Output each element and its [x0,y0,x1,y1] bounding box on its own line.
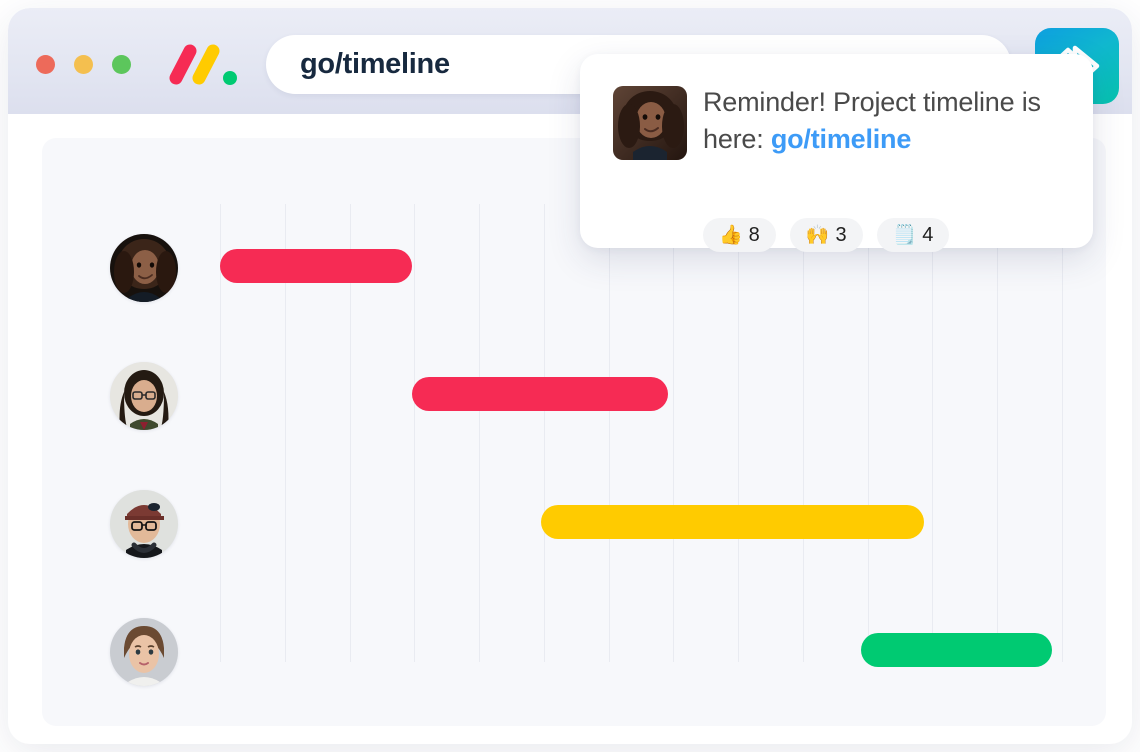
reaction-list: 👍 8 🙌 3 🗒️ 4 [703,218,950,252]
monday-logo-icon[interactable] [168,42,242,86]
grid-line-11 [868,204,869,662]
gantt-row [42,588,1106,716]
notification-message-text: Reminder! Project timeline is here: [703,87,1041,155]
reaction-thumbs-up[interactable]: 👍 8 [703,218,776,252]
grid-line-1 [220,204,221,662]
grid-line-3 [350,204,351,662]
gantt-row [42,460,1106,588]
grid-line-9 [738,204,739,662]
raised-hands-icon: 🙌 [805,223,830,246]
avatar-woman-glasses[interactable] [110,362,178,430]
reaction-count: 8 [748,223,760,246]
gantt-bar-yellow[interactable] [541,505,924,539]
close-window-button[interactable] [36,55,55,74]
grid-line-4 [414,204,415,662]
notification-body: Reminder! Project timeline is here: go/t… [703,84,1073,159]
notification-message: Reminder! Project timeline is here: go/t… [703,84,1073,159]
url-input[interactable]: go/timeline [300,48,450,80]
browser-window: go/timeline [8,8,1132,744]
spiral-notepad-icon: 🗒️ [892,223,917,246]
grid-line-12 [932,204,933,662]
notification-link[interactable]: go/timeline [770,124,912,155]
gantt-bar-red[interactable] [412,377,668,411]
grid-line-5 [479,204,480,662]
gantt-bar-red[interactable] [220,249,412,283]
avatar-woman-portrait[interactable] [110,618,178,686]
avatar-woman-curly[interactable] [110,234,178,302]
thumbs-up-icon: 👍 [719,223,743,246]
gantt-row [42,204,1106,332]
gantt-bar-green[interactable] [861,633,1052,667]
grid-line-13 [997,204,998,662]
reaction-count: 3 [835,223,847,246]
maximize-window-button[interactable] [112,55,131,74]
grid-line-8 [673,204,674,662]
reaction-count: 4 [922,223,934,246]
gantt-grid [42,138,1106,726]
grid-line-6 [544,204,545,662]
grid-line-7 [609,204,610,662]
reaction-raised-hands[interactable]: 🙌 3 [789,218,863,252]
grid-line-2 [285,204,286,662]
reaction-spiral-notepad[interactable]: 🗒️ 4 [876,218,950,252]
grid-line-10 [803,204,804,662]
notification-card[interactable]: Reminder! Project timeline is here: go/t… [580,54,1093,252]
minimize-window-button[interactable] [74,55,93,74]
grid-line-14 [1062,204,1063,662]
notification-avatar [613,86,687,160]
gantt-row [42,332,1106,460]
window-controls [36,55,131,74]
avatar-person-cap[interactable] [110,490,178,558]
